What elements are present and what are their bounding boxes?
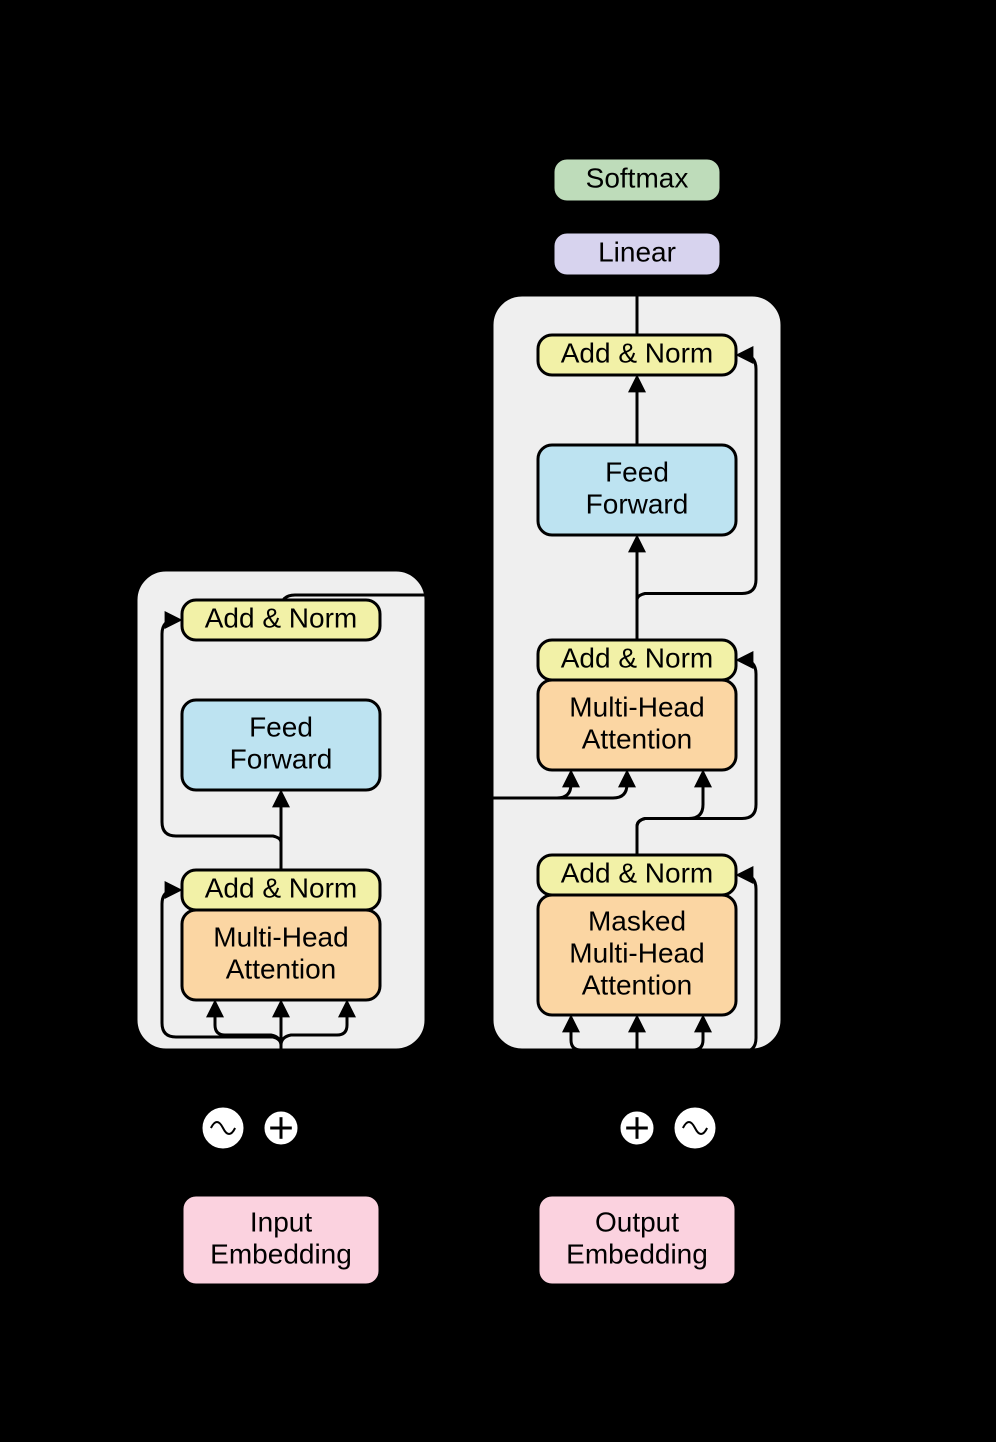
decoder-mha-block-label: Multi-Head — [569, 691, 704, 722]
output-title-1: Output — [592, 28, 683, 61]
linear-block-label: Linear — [598, 236, 676, 267]
enc-posenc-label-1: Positional — [11, 1095, 141, 1128]
input-embedding-block-label: Embedding — [210, 1238, 352, 1269]
dec-posenc-label-2: Encoding — [838, 1127, 963, 1160]
encoder-addnorm-2-block-label: Add & Norm — [205, 602, 358, 633]
decoder-addnorm-1-block-label: Add & Norm — [561, 857, 714, 888]
outputs-label-1: Outputs — [584, 1332, 689, 1365]
output-title-2: Probabilities — [555, 62, 718, 95]
nx-left-label: N× — [72, 882, 111, 915]
decoder-masked-mha-block-label: Multi-Head — [569, 937, 704, 968]
dec-posenc-label-1: Positional — [838, 1095, 968, 1128]
softmax-block-label: Softmax — [586, 162, 689, 193]
decoder-ff-block-label: Forward — [586, 488, 689, 519]
decoder-masked-mha-block-label: Attention — [582, 969, 693, 1000]
decoder-mha-block-label: Attention — [582, 723, 693, 754]
output-embedding-block-label: Output — [595, 1206, 679, 1237]
enc-posenc-label-2: Encoding — [13, 1127, 138, 1160]
outputs-label-2: (shifted right) — [549, 1366, 724, 1399]
encoder-mha-block-label: Attention — [226, 953, 337, 984]
encoder-ff-block-label: Feed — [249, 711, 313, 742]
encoder-ff-block-label: Forward — [230, 743, 333, 774]
encoder-addnorm-1-block-label: Add & Norm — [205, 872, 358, 903]
decoder-masked-mha-block-label: Masked — [588, 905, 686, 936]
output-embedding-block-label: Embedding — [566, 1238, 708, 1269]
inputs-label: Inputs — [240, 1332, 322, 1365]
decoder-ff-block-label: Feed — [605, 456, 669, 487]
decoder-addnorm-3-block-label: Add & Norm — [561, 337, 714, 368]
nx-right-label: N× — [842, 702, 881, 735]
encoder-mha-block-label: Multi-Head — [213, 921, 348, 952]
input-embedding-block-label: Input — [250, 1206, 312, 1237]
decoder-addnorm-2-block-label: Add & Norm — [561, 642, 714, 673]
